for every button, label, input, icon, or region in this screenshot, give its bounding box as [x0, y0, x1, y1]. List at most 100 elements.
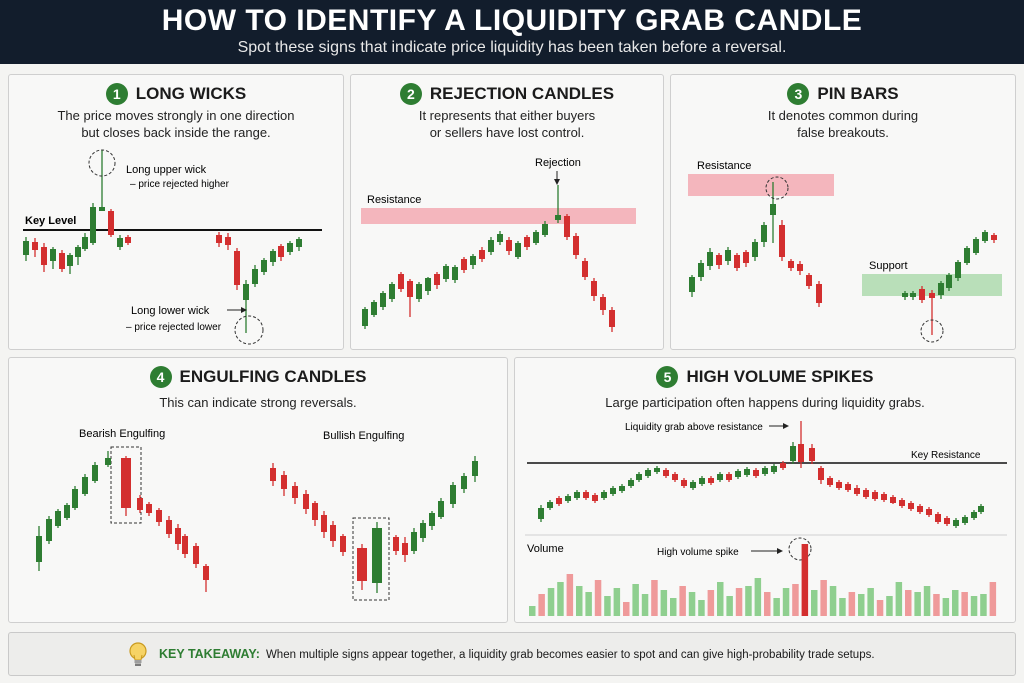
panel-number-badge: 4: [149, 366, 172, 388]
candle: [717, 472, 723, 482]
candle: [654, 466, 660, 474]
candle: [547, 500, 553, 510]
candle: [312, 501, 318, 526]
volume-bar: [895, 582, 903, 616]
candle: [836, 480, 842, 490]
rejection-diagram: Resistance Rejection: [361, 157, 636, 332]
volume-bar: [820, 580, 827, 616]
lightbulb-icon: [129, 642, 147, 666]
candle: [899, 498, 905, 508]
candle: [292, 482, 298, 504]
candle: [854, 485, 860, 496]
candle: [402, 537, 408, 562]
volume-bar: [698, 600, 705, 616]
candle: [156, 508, 162, 526]
candle: [573, 233, 579, 259]
bullish-engulfing-label: Bullish Engulfing: [323, 430, 404, 442]
candle: [166, 516, 172, 538]
candle: [46, 516, 52, 544]
candle: [672, 472, 678, 482]
panel-description: The price moves strongly in one directio…: [9, 107, 343, 141]
candle: [743, 250, 749, 267]
resistance-label: Resistance: [697, 160, 751, 172]
candle: [281, 471, 287, 496]
bearish-engulfing-box: [110, 446, 142, 524]
candle: [32, 238, 38, 257]
panel-number-badge: 5: [656, 366, 679, 388]
candle: [125, 235, 131, 245]
candle: [574, 490, 580, 500]
upper-wick-highlight: [88, 149, 116, 177]
volume-bar: [632, 584, 639, 616]
candle: [788, 259, 794, 271]
volume-bar: [858, 594, 865, 616]
volume-bar: [811, 590, 818, 616]
pin-bars-diagram: Resistance Support: [688, 160, 1002, 343]
lower-wick-highlight: [234, 315, 264, 345]
candle: [582, 258, 588, 280]
panel-rejection-candles: 2 REJECTION CANDLES It represents that ei…: [350, 74, 664, 350]
lower-wick-label: Long lower wick: [131, 305, 210, 317]
panel-description: It represents that either buyers or sell…: [351, 107, 663, 141]
candle: [303, 490, 309, 514]
candle: [809, 444, 815, 464]
resistance-zone: [361, 208, 636, 224]
candle: [962, 515, 968, 525]
candle: [919, 286, 925, 303]
candle: [461, 473, 467, 493]
panel-title: PIN BARS: [817, 84, 899, 103]
candle: [515, 241, 521, 259]
candle: [438, 498, 444, 519]
panel-number-badge: 2: [399, 83, 422, 105]
candle: [955, 260, 961, 281]
volume-bar: [914, 592, 921, 616]
candle: [472, 456, 478, 482]
candle: [762, 466, 768, 476]
volume-bar: [876, 600, 884, 616]
candle: [555, 185, 561, 223]
volume-label: Volume: [527, 543, 564, 555]
page-title: HOW TO IDENTIFY A LIQUIDITY GRAB CANDLE: [161, 4, 863, 37]
volume-bar: [538, 594, 545, 616]
key-takeaway-box: KEY TAKEAWAY: When multiple signs appear …: [8, 632, 1016, 676]
volume-bar: [623, 602, 630, 616]
candle: [117, 235, 123, 250]
candle: [689, 275, 695, 297]
key-takeaway-text: KEY TAKEAWAY: When multiple signs appear …: [159, 647, 875, 661]
volume-bar: [989, 582, 997, 616]
candle: [443, 264, 449, 282]
candle: [182, 534, 188, 558]
candle: [82, 233, 88, 251]
candle: [600, 294, 606, 315]
candle: [270, 463, 276, 486]
candle: [890, 495, 896, 504]
volume-bar: [980, 594, 987, 616]
candle: [564, 214, 570, 240]
volume-bar: [886, 596, 893, 616]
candle: [910, 291, 916, 300]
upper-wick-label: Long upper wick: [126, 164, 207, 176]
candle: [357, 544, 367, 590]
candle: [371, 300, 377, 317]
panel-title: LONG WICKS: [135, 84, 247, 103]
candle: [108, 209, 114, 237]
candle: [92, 462, 98, 483]
candle: [591, 278, 597, 301]
candle: [601, 490, 607, 500]
candle: [261, 258, 267, 275]
candle: [23, 237, 29, 261]
candle: [978, 504, 984, 514]
header: HOW TO IDENTIFY A LIQUIDITY GRAB CANDLE …: [0, 0, 1024, 64]
volume-bar: [594, 580, 602, 616]
panel-number-badge: 3: [787, 83, 810, 105]
candle: [619, 484, 625, 493]
candle: [36, 526, 42, 571]
candle: [726, 472, 732, 482]
candle: [393, 535, 399, 555]
candle: [506, 237, 512, 255]
candle: [790, 442, 796, 464]
resistance-label: Resistance: [367, 194, 421, 206]
candle: [470, 254, 476, 269]
candle: [699, 476, 705, 486]
candle: [461, 257, 467, 273]
